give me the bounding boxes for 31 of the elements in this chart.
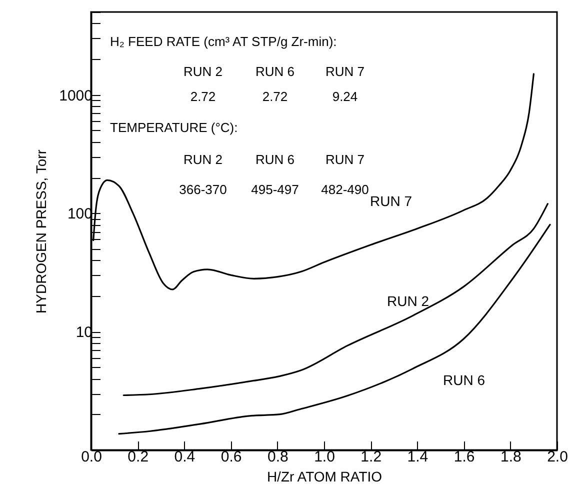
series-label: RUN 6 <box>442 372 486 388</box>
annotation: H₂ FEED RATE (cm³ AT STP/g Zr-min): <box>110 34 337 49</box>
annotation: 2.72 <box>190 89 216 104</box>
x-tick-label: 1.4 <box>407 448 428 466</box>
series-label: RUN 7 <box>370 193 412 209</box>
x-tick-label: 1.6 <box>454 448 475 466</box>
annotation: TEMPERATURE (°C): <box>110 120 238 135</box>
x-axis-title: H/Zr ATOM RATIO <box>266 468 382 484</box>
y-axis-title: HYDROGEN PRESS, Torr <box>33 149 50 314</box>
annotation: RUN 2 <box>183 64 223 79</box>
annotation: RUN 6 <box>255 64 295 79</box>
annotation: 9.24 <box>332 89 358 104</box>
annotation: RUN 7 <box>325 152 365 167</box>
x-tick-label: 0.0 <box>81 448 102 466</box>
x-tick-label: 2.0 <box>547 448 568 466</box>
x-tick-label: 0.2 <box>128 448 149 466</box>
annotation: RUN 2 <box>183 152 223 167</box>
x-tick-label: 0.4 <box>174 448 196 466</box>
line-series <box>118 224 551 435</box>
annotation: 495-497 <box>251 182 299 197</box>
x-tick-label: 0.6 <box>220 448 242 466</box>
x-tick-label: 1.0 <box>314 448 335 466</box>
x-tick-label: 1.8 <box>500 448 522 466</box>
x-tick-label: 1.2 <box>360 448 382 466</box>
annotation: 482-490 <box>321 182 369 197</box>
x-tick-label: 0.8 <box>267 448 288 466</box>
annotation: 366-370 <box>179 182 227 197</box>
series-label: RUN 2 <box>386 293 430 309</box>
annotation: RUN 7 <box>325 64 365 79</box>
annotation: RUN 6 <box>255 152 295 167</box>
annotation: 2.72 <box>262 89 288 104</box>
